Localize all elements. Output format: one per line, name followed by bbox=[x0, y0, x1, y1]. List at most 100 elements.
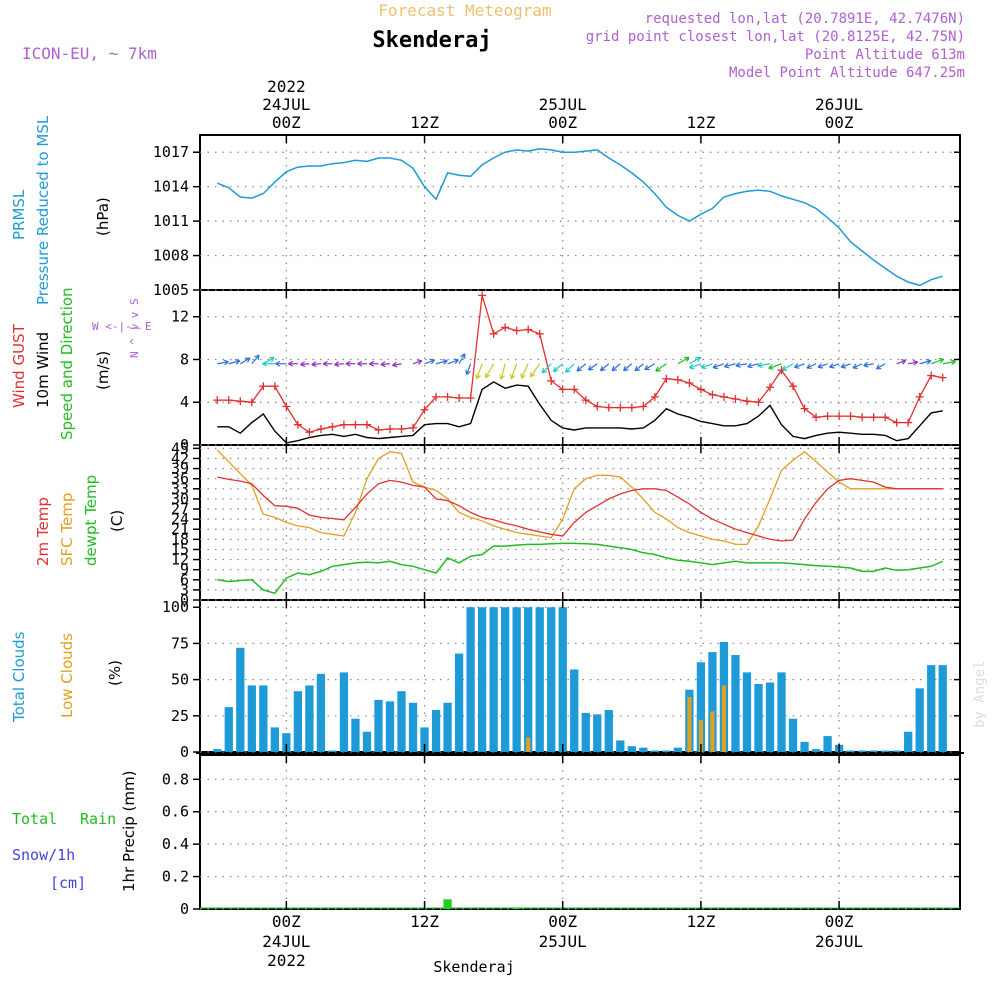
wind-arrow-head bbox=[429, 358, 435, 365]
ytick-label: 4 bbox=[180, 393, 189, 411]
gust-point bbox=[719, 392, 728, 401]
gust-point bbox=[593, 402, 602, 411]
total-cloud-bar bbox=[777, 672, 786, 752]
wind-arrow-head bbox=[852, 363, 859, 369]
app-title: Forecast Meteogram bbox=[378, 1, 551, 20]
bottom-time-label: 00Z bbox=[825, 912, 854, 931]
wind-arrow bbox=[908, 361, 918, 365]
total-cloud-bar bbox=[800, 741, 809, 752]
total-cloud-bar bbox=[639, 747, 648, 752]
total-cloud-bar bbox=[846, 750, 855, 752]
gust-point bbox=[282, 402, 291, 411]
gust-point bbox=[627, 403, 636, 412]
total-cloud-bar bbox=[397, 691, 406, 752]
ytick-label: 12 bbox=[171, 308, 189, 326]
wind-arrow bbox=[644, 363, 656, 371]
total-cloud-bar bbox=[477, 607, 487, 752]
ytick-label: 15 bbox=[171, 540, 189, 558]
gust-point bbox=[766, 383, 774, 392]
wind-arrow-head bbox=[700, 363, 707, 370]
wind-arrow-head bbox=[345, 360, 351, 367]
wind-arrow bbox=[689, 363, 702, 369]
wind-arrow-head bbox=[689, 363, 695, 370]
gust-point bbox=[409, 423, 418, 432]
wind-arrow bbox=[768, 363, 782, 369]
total-cloud-bar bbox=[259, 685, 268, 752]
wind-arrow bbox=[553, 363, 564, 373]
gust-point bbox=[881, 413, 890, 422]
wind-arrow bbox=[712, 363, 725, 369]
gust-point bbox=[846, 412, 855, 421]
gust-point bbox=[835, 412, 844, 421]
ytick-label: 1005 bbox=[153, 281, 189, 299]
gust-point bbox=[316, 424, 325, 433]
total-cloud-bar bbox=[454, 653, 464, 752]
total-cloud-bar bbox=[535, 607, 544, 752]
total-cloud-bar bbox=[270, 727, 279, 752]
total-cloud-bar bbox=[904, 731, 913, 752]
requested-coords: requested lon,lat (20.7891E, 42.7476N) bbox=[645, 11, 965, 27]
gust-point bbox=[858, 413, 867, 422]
rain-bar bbox=[512, 907, 521, 909]
low-cloud-bar bbox=[721, 685, 727, 752]
ytick-label: 0.4 bbox=[162, 835, 189, 853]
ytick-label: 45 bbox=[171, 439, 189, 457]
total-cloud-bar bbox=[316, 673, 326, 752]
wind-arrow-head bbox=[509, 373, 516, 380]
ytick-label: 25 bbox=[171, 707, 189, 725]
ytick-label: 1008 bbox=[153, 247, 189, 265]
total-cloud-bar bbox=[938, 665, 947, 752]
gust-point bbox=[236, 397, 245, 406]
gust-point bbox=[685, 379, 694, 387]
wind-arrow bbox=[747, 363, 759, 368]
wind-arrow-head bbox=[269, 356, 275, 363]
top-time-label: 00Z bbox=[272, 113, 301, 132]
ytick-label: 33 bbox=[171, 480, 189, 498]
wind-arrow-head bbox=[622, 365, 629, 372]
wind-arrow-head bbox=[288, 360, 294, 367]
wind-arrow-head bbox=[380, 361, 386, 368]
top-date-label: 26JUL bbox=[815, 95, 863, 114]
gust-point bbox=[708, 390, 717, 399]
gust-point bbox=[662, 374, 671, 383]
wind-arrow bbox=[476, 363, 483, 379]
wind-arrow bbox=[541, 363, 552, 374]
total-cloud-bar bbox=[788, 718, 798, 752]
gust-point bbox=[938, 373, 947, 382]
wind-arrow-head bbox=[254, 354, 260, 361]
wind-arrow bbox=[840, 363, 851, 368]
wind-arrow-head bbox=[552, 366, 559, 373]
total-cloud-bar bbox=[765, 682, 775, 752]
total-cloud-bar bbox=[731, 655, 740, 752]
wind-arrow-head bbox=[529, 371, 536, 378]
low-cloud-bar bbox=[698, 720, 703, 752]
wind-arrow-head bbox=[275, 360, 281, 367]
total-cloud-bar bbox=[431, 710, 441, 752]
wind-arrow bbox=[240, 357, 251, 365]
wind-arrow-head bbox=[416, 359, 423, 365]
wind-arrow bbox=[852, 363, 863, 369]
wind-compass-we: W <-|-> E bbox=[92, 320, 152, 333]
gust-point bbox=[489, 329, 498, 338]
wind-arrow bbox=[876, 363, 886, 370]
ytick-label: 50 bbox=[171, 671, 189, 689]
wind-compass-ns: N ^ | v S bbox=[128, 298, 141, 358]
ytick-label: 0 bbox=[180, 743, 189, 761]
precip-labels: Total Rain Snow/1h [cm] 1hr Precip (mm) bbox=[12, 771, 138, 892]
wind-arrow-head bbox=[465, 369, 471, 376]
wind-arrow bbox=[485, 363, 495, 378]
footer-location: Skenderaj bbox=[433, 958, 514, 976]
bottom-time-label: 12Z bbox=[410, 912, 439, 931]
wind-arrow bbox=[217, 361, 229, 365]
model-altitude: Model Point Altitude 647.25m bbox=[729, 65, 965, 81]
wind-arrow bbox=[655, 363, 667, 372]
clouds-label-low: Low Clouds bbox=[58, 633, 76, 718]
wind-arrow bbox=[701, 363, 713, 369]
gust-point bbox=[386, 424, 394, 433]
ytick-label: 3 bbox=[180, 581, 189, 599]
wind-arrow bbox=[863, 363, 874, 367]
wind-arrow-head bbox=[499, 374, 505, 380]
wind-arrow bbox=[689, 356, 701, 365]
gust-point bbox=[927, 371, 936, 380]
total-cloud-bar bbox=[247, 685, 256, 752]
